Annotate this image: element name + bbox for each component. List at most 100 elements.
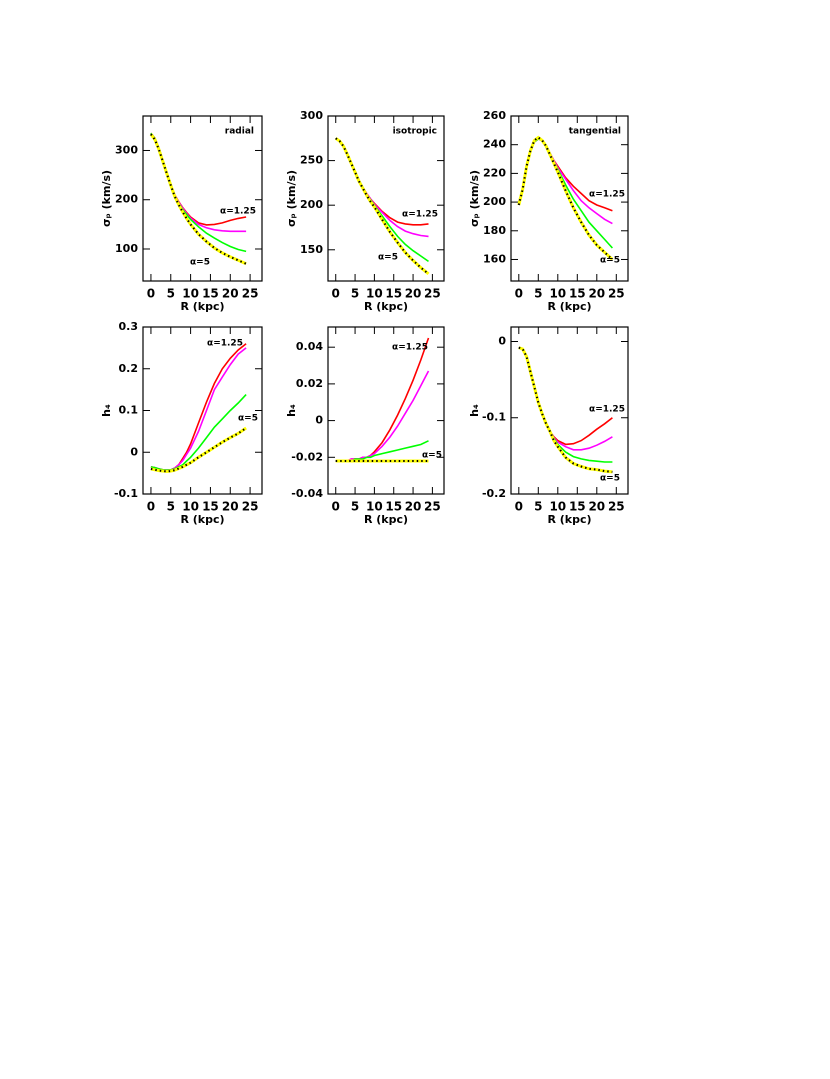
y-tick-label: 0 bbox=[315, 414, 323, 427]
annotation: α=5 bbox=[238, 414, 258, 424]
x-tick-label: 15 bbox=[202, 287, 219, 301]
annotation: α=1.25 bbox=[589, 190, 625, 200]
y-tick-label: 300 bbox=[300, 109, 323, 122]
x-tick-label: 25 bbox=[424, 500, 441, 514]
x-tick-label: 15 bbox=[569, 287, 586, 301]
y-axis-label: σₚ (km/s) bbox=[100, 170, 113, 227]
x-axis-label: R (kpc) bbox=[180, 513, 224, 526]
x-tick-label: 10 bbox=[366, 500, 383, 514]
series-line bbox=[149, 133, 247, 266]
y-axis-label: σₚ (km/s) bbox=[468, 170, 481, 227]
x-tick-label: 5 bbox=[351, 500, 359, 514]
series-line bbox=[335, 337, 430, 462]
y-tick-label: 0.3 bbox=[119, 320, 139, 333]
x-tick-label: 5 bbox=[534, 287, 542, 301]
x-tick-label: 15 bbox=[202, 500, 219, 514]
annotation: α=5 bbox=[422, 451, 442, 461]
x-tick-label: 0 bbox=[515, 500, 523, 514]
y-axis-label: h₄ bbox=[468, 404, 481, 417]
y-tick-label: -0.1 bbox=[482, 411, 506, 424]
x-tick-label: 0 bbox=[147, 287, 155, 301]
annotation: α=1.25 bbox=[207, 339, 243, 349]
series-line bbox=[518, 138, 613, 225]
y-axis-label: h₄ bbox=[100, 404, 113, 417]
x-tick-label: 20 bbox=[588, 287, 605, 301]
y-tick-label: 300 bbox=[115, 143, 138, 156]
x-tick-label: 25 bbox=[424, 287, 441, 301]
annotation: isotropic bbox=[393, 127, 437, 137]
x-tick-label: 25 bbox=[242, 287, 259, 301]
x-tick-label: 20 bbox=[222, 287, 239, 301]
series-line bbox=[517, 135, 614, 261]
series-line bbox=[518, 346, 613, 451]
x-axis-label: R (kpc) bbox=[364, 513, 408, 526]
x-axis-label: R (kpc) bbox=[547, 513, 591, 526]
annotation: radial bbox=[225, 127, 254, 137]
x-tick-label: 20 bbox=[405, 500, 422, 514]
x-axis-label: R (kpc) bbox=[180, 300, 224, 313]
annotation: α=5 bbox=[600, 474, 620, 484]
y-tick-label: 200 bbox=[300, 198, 323, 211]
series-dots bbox=[150, 427, 247, 473]
y-tick-label: 0.2 bbox=[119, 362, 139, 375]
x-tick-label: 15 bbox=[385, 287, 402, 301]
x-tick-label: 5 bbox=[351, 287, 359, 301]
x-tick-label: 0 bbox=[515, 287, 523, 301]
x-tick-label: 0 bbox=[332, 500, 340, 514]
x-tick-label: 5 bbox=[167, 287, 175, 301]
x-tick-label: 15 bbox=[569, 500, 586, 514]
x-tick-label: 20 bbox=[405, 287, 422, 301]
annotation: α=1.25 bbox=[220, 207, 256, 217]
x-axis-label: R (kpc) bbox=[547, 300, 591, 313]
annotation: α=5 bbox=[190, 258, 210, 268]
y-axis-label: σₚ (km/s) bbox=[285, 170, 298, 227]
plot-frame bbox=[327, 115, 445, 282]
y-tick-label: -0.02 bbox=[291, 450, 323, 463]
x-axis-label: R (kpc) bbox=[364, 300, 408, 313]
y-tick-label: 0 bbox=[498, 334, 506, 347]
x-tick-label: 0 bbox=[332, 287, 340, 301]
x-tick-label: 25 bbox=[608, 287, 625, 301]
plot-frame bbox=[510, 326, 629, 495]
y-tick-label: 0.04 bbox=[296, 340, 323, 353]
y-tick-label: -0.04 bbox=[291, 487, 323, 500]
y-tick-label: 200 bbox=[115, 193, 138, 206]
y-tick-label: 250 bbox=[300, 154, 323, 167]
y-tick-label: 220 bbox=[483, 166, 506, 179]
y-tick-label: 240 bbox=[483, 138, 506, 151]
x-tick-label: 10 bbox=[366, 287, 383, 301]
y-tick-label: 150 bbox=[300, 243, 323, 256]
y-tick-label: 260 bbox=[483, 109, 506, 122]
x-tick-label: 10 bbox=[182, 287, 199, 301]
annotation: α=5 bbox=[600, 256, 620, 266]
plot-frame bbox=[510, 115, 629, 282]
series-line bbox=[518, 138, 613, 212]
annotation: α=1.25 bbox=[402, 210, 438, 220]
x-tick-label: 10 bbox=[182, 500, 199, 514]
y-tick-label: 160 bbox=[483, 252, 506, 265]
x-tick-label: 10 bbox=[549, 287, 566, 301]
y-tick-label: 0 bbox=[130, 445, 138, 458]
annotation: α=1.25 bbox=[589, 405, 625, 415]
series-dots bbox=[518, 346, 613, 473]
y-axis-label: h₄ bbox=[285, 404, 298, 417]
x-tick-label: 20 bbox=[588, 500, 605, 514]
series-line bbox=[335, 370, 430, 462]
y-tick-label: -0.2 bbox=[482, 487, 506, 500]
series-dots bbox=[150, 133, 247, 265]
y-tick-label: -0.1 bbox=[114, 487, 138, 500]
series-line bbox=[150, 132, 247, 233]
plot-frame bbox=[327, 326, 445, 495]
y-tick-label: 100 bbox=[115, 242, 138, 255]
annotation: α=5 bbox=[378, 253, 398, 263]
x-tick-label: 15 bbox=[385, 500, 402, 514]
series-line bbox=[150, 426, 247, 474]
annotation: α=1.25 bbox=[392, 343, 428, 353]
x-tick-label: 0 bbox=[147, 500, 155, 514]
plot-frame bbox=[142, 115, 263, 282]
series-dots bbox=[335, 137, 430, 275]
y-tick-label: 180 bbox=[483, 224, 506, 237]
x-tick-label: 10 bbox=[549, 500, 566, 514]
x-tick-label: 5 bbox=[167, 500, 175, 514]
